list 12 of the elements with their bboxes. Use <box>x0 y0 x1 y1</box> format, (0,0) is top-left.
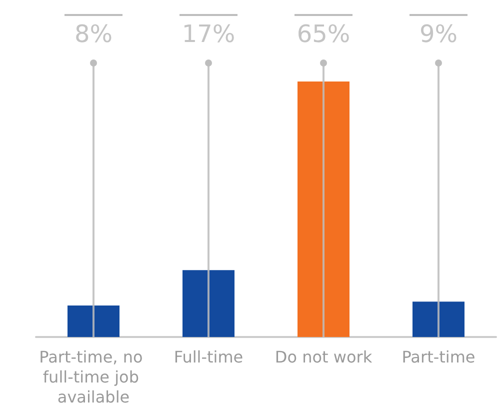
bar <box>298 81 350 337</box>
data-label: 9% <box>419 20 458 48</box>
x-tick-label: Part-time, no full-time job available <box>39 348 148 406</box>
x-tick-label: Full-time <box>174 348 244 366</box>
data-label: 17% <box>182 20 236 48</box>
x-tick-label: Do not work <box>274 348 373 366</box>
bar <box>68 306 120 337</box>
data-label: 65% <box>296 20 350 48</box>
x-tick-label: Part-time <box>402 348 476 366</box>
bar <box>412 302 464 337</box>
data-label: 8% <box>74 20 113 48</box>
bar <box>182 270 234 337</box>
